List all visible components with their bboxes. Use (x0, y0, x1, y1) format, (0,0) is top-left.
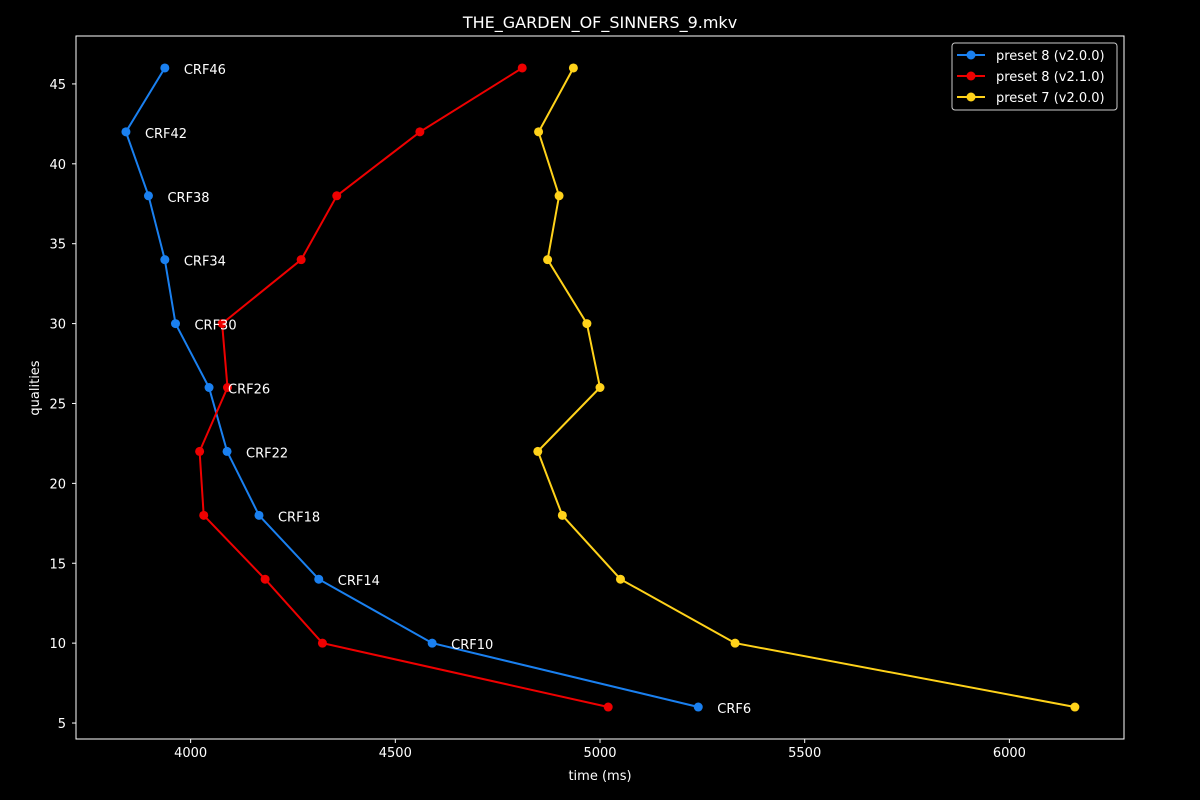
point-label: CRF10 (451, 638, 493, 653)
data-point (1070, 702, 1080, 712)
data-point (222, 446, 232, 456)
data-point (332, 191, 342, 201)
data-point (517, 63, 527, 73)
y-axis-label: qualities (28, 360, 43, 415)
y-tick-label: 35 (49, 238, 66, 253)
data-point (121, 127, 131, 137)
x-tick-label: 6000 (993, 746, 1026, 761)
data-point (160, 63, 170, 73)
data-point (603, 702, 613, 712)
legend-marker (966, 50, 976, 60)
y-tick-label: 15 (49, 557, 66, 572)
x-tick-label: 5000 (583, 746, 616, 761)
data-point (170, 319, 180, 329)
x-axis: 4000 4500 5000 5500 6000 (174, 739, 1026, 761)
point-label: CRF26 (228, 383, 270, 398)
data-point (615, 574, 625, 584)
data-point (317, 638, 327, 648)
chart-title: THE_GARDEN_OF_SINNERS_9.mkv (462, 13, 737, 33)
y-tick-label: 10 (49, 637, 66, 652)
x-tick-label: 5500 (788, 746, 821, 761)
legend-entry: preset 8 (v2.0.0) (957, 49, 1105, 64)
x-axis-label: time (ms) (568, 769, 631, 784)
data-point (222, 383, 232, 392)
data-point (296, 255, 306, 265)
series-preset-8-v2-0-0 (121, 63, 703, 712)
legend-label: preset 8 (v2.1.0) (996, 70, 1105, 85)
y-tick-label: 40 (49, 158, 66, 173)
point-label: CRF6 (717, 702, 751, 717)
data-point (557, 510, 567, 520)
point-label: CRF18 (278, 510, 320, 525)
y-tick-label: 25 (49, 397, 66, 412)
data-point (534, 127, 544, 137)
data-point (568, 63, 578, 73)
data-point (254, 510, 264, 520)
point-label: CRF22 (246, 446, 288, 461)
data-point (415, 127, 425, 137)
series-preset-7-v2-0-0 (533, 63, 1080, 712)
series-preset-8-v2-1-0 (195, 63, 613, 712)
data-point (543, 255, 553, 265)
data-point (730, 638, 740, 648)
y-tick-label: 5 (58, 717, 66, 732)
y-axis: 5 10 15 20 25 30 35 40 45 (49, 78, 76, 732)
y-tick-label: 30 (49, 318, 66, 333)
data-point (204, 383, 214, 392)
data-point (160, 255, 170, 265)
data-point (595, 383, 605, 392)
y-tick-label: 45 (49, 78, 66, 93)
legend-entry: preset 8 (v2.1.0) (957, 70, 1105, 85)
legend-box (951, 42, 1118, 111)
y-tick-label: 20 (49, 477, 66, 492)
x-tick-label: 4000 (174, 746, 207, 761)
data-point (554, 191, 564, 201)
data-point (582, 319, 592, 329)
legend-label: preset 7 (v2.0.0) (996, 91, 1105, 106)
legend: preset 8 (v2.0.0) preset 8 (v2.1.0) preset… (951, 42, 1118, 111)
point-label: CRF14 (338, 574, 380, 589)
point-label: CRF38 (167, 191, 209, 206)
legend-label: preset 8 (v2.0.0) (996, 49, 1105, 64)
series-layer (121, 63, 1080, 712)
data-point (143, 191, 153, 201)
data-point (195, 446, 205, 456)
data-point (199, 510, 209, 520)
data-point (217, 319, 227, 329)
point-labels: CRF46 CRF42 CRF38 CRF34 CRF30 CRF26 CRF22 CRF18… (145, 63, 751, 717)
data-point (427, 638, 437, 648)
data-point (314, 574, 324, 584)
legend-marker (966, 92, 976, 102)
data-point (693, 702, 703, 712)
x-tick-label: 4500 (379, 746, 412, 761)
point-label: CRF30 (194, 319, 236, 334)
point-label: CRF34 (184, 255, 226, 270)
legend-entry: preset 7 (v2.0.0) (957, 91, 1105, 106)
data-point (533, 446, 543, 456)
data-point (260, 574, 270, 584)
point-label: CRF42 (145, 127, 187, 142)
legend-marker (966, 71, 976, 81)
point-label: CRF46 (184, 63, 226, 78)
